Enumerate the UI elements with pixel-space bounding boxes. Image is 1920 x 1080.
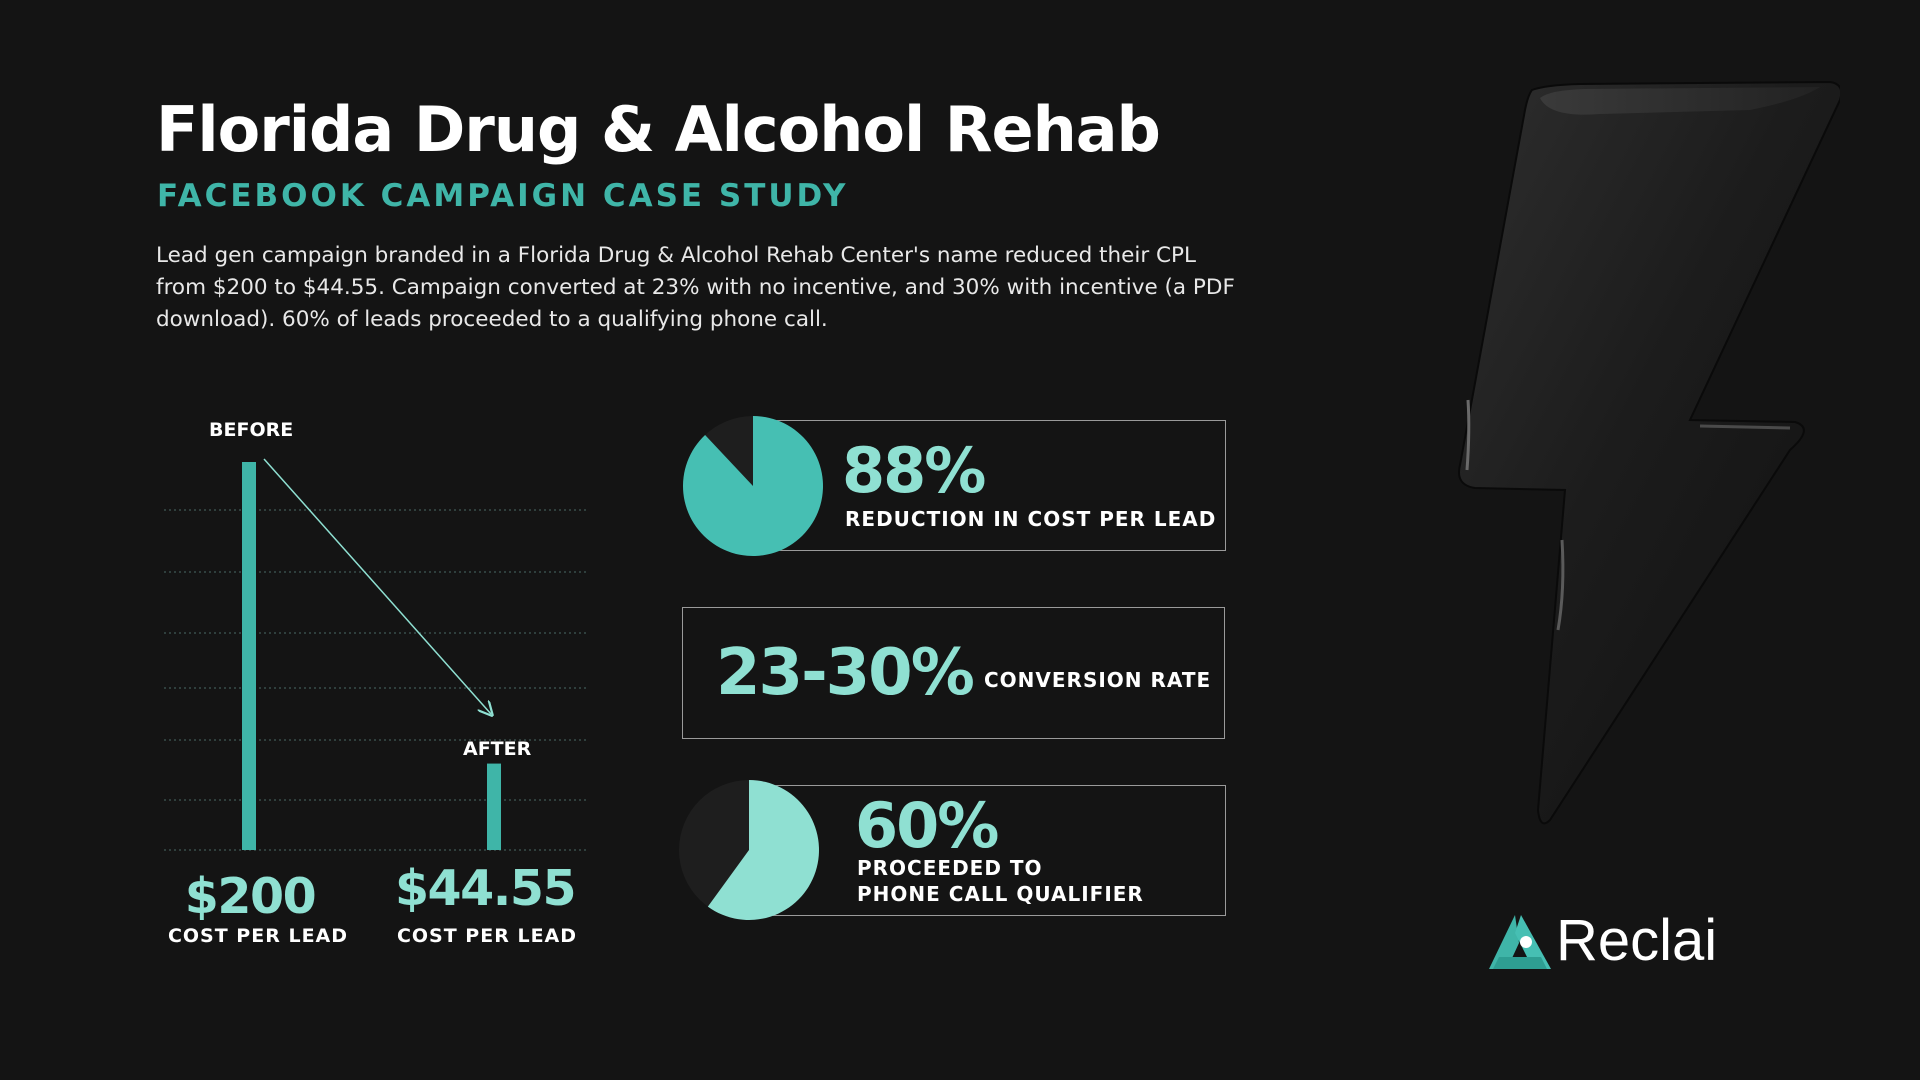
stat-qualifier-label-line2: PHONE CALL QUALIFIER: [857, 882, 1144, 906]
reclai-logo-icon: [1489, 915, 1551, 969]
bar-after-caption: COST PER LEAD: [396, 925, 578, 947]
bar-before-label: BEFORE: [209, 419, 294, 441]
chart-gridlines: [164, 509, 586, 851]
cost-per-lead-chart: [164, 458, 586, 851]
bar-before: [242, 462, 256, 850]
brand-name: Reclai: [1556, 908, 1718, 973]
stat-conversion-label: CONVERSION RATE: [984, 668, 1212, 692]
stat-box-conversion: [682, 607, 1225, 739]
lightning-bolt-icon: [1458, 80, 1840, 825]
trend-arrow: [263, 458, 491, 714]
stat-reduction-label: REDUCTION IN COST PER LEAD: [845, 507, 1217, 531]
stat-conversion-value: 23-30%: [716, 636, 975, 710]
page-subtitle: FACEBOOK CAMPAIGN CASE STUDY: [157, 178, 849, 214]
pie-reduction-icon: [683, 416, 823, 556]
stat-qualifier-label-line1: PROCEEDED TO: [857, 856, 1043, 880]
bar-before-value: $200: [184, 868, 317, 925]
description-text: Lead gen campaign branded in a Florida D…: [156, 243, 1235, 332]
stat-reduction-value: 88%: [842, 434, 986, 507]
bar-after: [487, 763, 501, 850]
page-title: Florida Drug & Alcohol Rehab: [156, 93, 1161, 166]
bar-after-value: $44.55: [394, 860, 577, 917]
pie-qualifier-icon: [679, 780, 819, 920]
bar-before-caption: COST PER LEAD: [167, 925, 349, 947]
stat-qualifier-value: 60%: [855, 789, 999, 862]
bar-after-label: AFTER: [463, 738, 532, 760]
